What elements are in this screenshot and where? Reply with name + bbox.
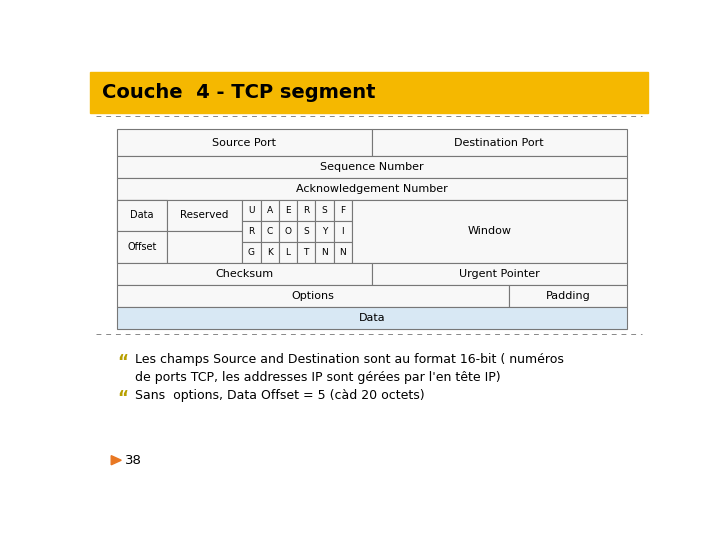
- Text: R: R: [303, 206, 310, 215]
- Text: N: N: [321, 248, 328, 257]
- Text: Reserved: Reserved: [180, 211, 229, 220]
- FancyBboxPatch shape: [117, 263, 372, 285]
- Text: Data: Data: [130, 211, 153, 220]
- Text: F: F: [340, 206, 346, 215]
- Text: Options: Options: [292, 291, 335, 301]
- Text: 38: 38: [125, 454, 142, 467]
- FancyBboxPatch shape: [117, 178, 627, 200]
- FancyBboxPatch shape: [117, 129, 372, 156]
- Text: S: S: [322, 206, 328, 215]
- Text: U: U: [248, 206, 255, 215]
- FancyBboxPatch shape: [242, 242, 261, 263]
- FancyBboxPatch shape: [242, 221, 261, 242]
- Text: Checksum: Checksum: [215, 269, 274, 279]
- FancyBboxPatch shape: [315, 242, 333, 263]
- Text: C: C: [266, 227, 273, 236]
- Text: R: R: [248, 227, 254, 236]
- FancyBboxPatch shape: [279, 221, 297, 242]
- Text: I: I: [341, 227, 344, 236]
- FancyBboxPatch shape: [279, 242, 297, 263]
- Text: T: T: [304, 248, 309, 257]
- Text: A: A: [266, 206, 273, 215]
- Text: Padding: Padding: [546, 291, 590, 301]
- FancyBboxPatch shape: [117, 200, 167, 263]
- FancyBboxPatch shape: [167, 231, 242, 263]
- Text: “: “: [117, 389, 127, 407]
- Text: N: N: [339, 248, 346, 257]
- Text: Destination Port: Destination Port: [454, 138, 544, 147]
- Text: Urgent Pointer: Urgent Pointer: [459, 269, 540, 279]
- Text: “: “: [117, 353, 127, 371]
- FancyBboxPatch shape: [297, 221, 315, 242]
- Text: Y: Y: [322, 227, 327, 236]
- FancyBboxPatch shape: [297, 242, 315, 263]
- Text: Acknowledgement Number: Acknowledgement Number: [296, 184, 448, 194]
- Text: S: S: [303, 227, 309, 236]
- FancyBboxPatch shape: [372, 129, 627, 156]
- FancyBboxPatch shape: [242, 200, 261, 221]
- FancyBboxPatch shape: [117, 285, 510, 307]
- FancyBboxPatch shape: [117, 200, 167, 231]
- FancyBboxPatch shape: [315, 200, 333, 221]
- FancyBboxPatch shape: [510, 285, 627, 307]
- FancyBboxPatch shape: [315, 221, 333, 242]
- Text: K: K: [266, 248, 273, 257]
- Text: G: G: [248, 248, 255, 257]
- FancyBboxPatch shape: [90, 72, 648, 113]
- Text: Sequence Number: Sequence Number: [320, 162, 423, 172]
- FancyBboxPatch shape: [167, 200, 242, 231]
- FancyBboxPatch shape: [261, 200, 279, 221]
- FancyBboxPatch shape: [117, 231, 167, 263]
- FancyBboxPatch shape: [261, 221, 279, 242]
- Text: Source Port: Source Port: [212, 138, 276, 147]
- Text: Les champs Source and Destination sont au format 16-bit ( numéros
de ports TCP, : Les champs Source and Destination sont a…: [135, 353, 564, 384]
- FancyBboxPatch shape: [372, 263, 627, 285]
- Text: E: E: [285, 206, 291, 215]
- FancyBboxPatch shape: [279, 200, 297, 221]
- Text: Data: Data: [359, 313, 385, 323]
- FancyBboxPatch shape: [117, 156, 627, 178]
- FancyBboxPatch shape: [117, 307, 627, 329]
- FancyBboxPatch shape: [333, 242, 352, 263]
- Polygon shape: [111, 456, 121, 465]
- FancyBboxPatch shape: [333, 200, 352, 221]
- Text: Window: Window: [467, 226, 511, 237]
- FancyBboxPatch shape: [352, 200, 627, 263]
- Text: Offset: Offset: [127, 242, 156, 252]
- FancyBboxPatch shape: [261, 242, 279, 263]
- Text: Couche  4 - TCP segment: Couche 4 - TCP segment: [102, 83, 376, 102]
- FancyBboxPatch shape: [297, 200, 315, 221]
- Text: Sans  options, Data Offset = 5 (càd 20 octets): Sans options, Data Offset = 5 (càd 20 oc…: [135, 389, 424, 402]
- FancyBboxPatch shape: [333, 221, 352, 242]
- Text: O: O: [284, 227, 292, 236]
- Text: L: L: [285, 248, 290, 257]
